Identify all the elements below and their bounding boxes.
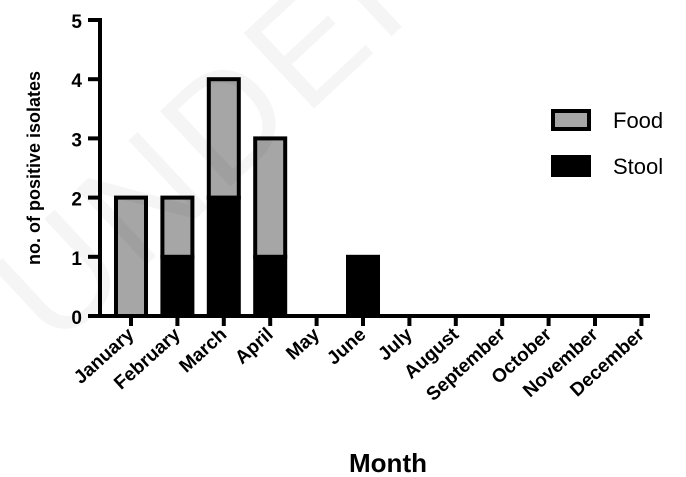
- y-tick-label: 0: [71, 308, 82, 329]
- y-tick-label: 3: [71, 130, 82, 151]
- x-tick-label: April: [231, 324, 277, 369]
- bars-layer: [114, 77, 380, 319]
- y-axis-label: no. of positive isolates: [24, 71, 44, 265]
- bar-stool: [206, 195, 241, 319]
- x-axis-label: Month: [349, 448, 427, 477]
- axes-layer: [98, 18, 650, 318]
- y-ticks: 0 1 2 3 4 5: [71, 12, 100, 329]
- y-tick-label: 4: [71, 71, 82, 92]
- y-tick-label: 1: [71, 249, 82, 270]
- bar-stool: [160, 254, 195, 318]
- bar-food: [114, 195, 148, 319]
- legend-label-food: Food: [613, 108, 663, 133]
- legend-swatch-food: [551, 109, 591, 131]
- bar-stool: [346, 254, 380, 318]
- legend-label-stool: Stool: [613, 154, 663, 179]
- legend-swatch-stool: [551, 155, 591, 177]
- bar-food: [206, 77, 241, 200]
- y-tick-label: 2: [71, 190, 82, 211]
- x-tick-label: June: [323, 324, 370, 369]
- legend: Food Stool: [551, 108, 663, 179]
- y-tick-label: 5: [71, 12, 82, 33]
- x-tick-label: May: [282, 324, 324, 365]
- bar-food: [253, 136, 288, 259]
- bar-stool: [253, 254, 288, 318]
- x-tick-label: March: [176, 324, 232, 377]
- bar-food: [160, 195, 195, 259]
